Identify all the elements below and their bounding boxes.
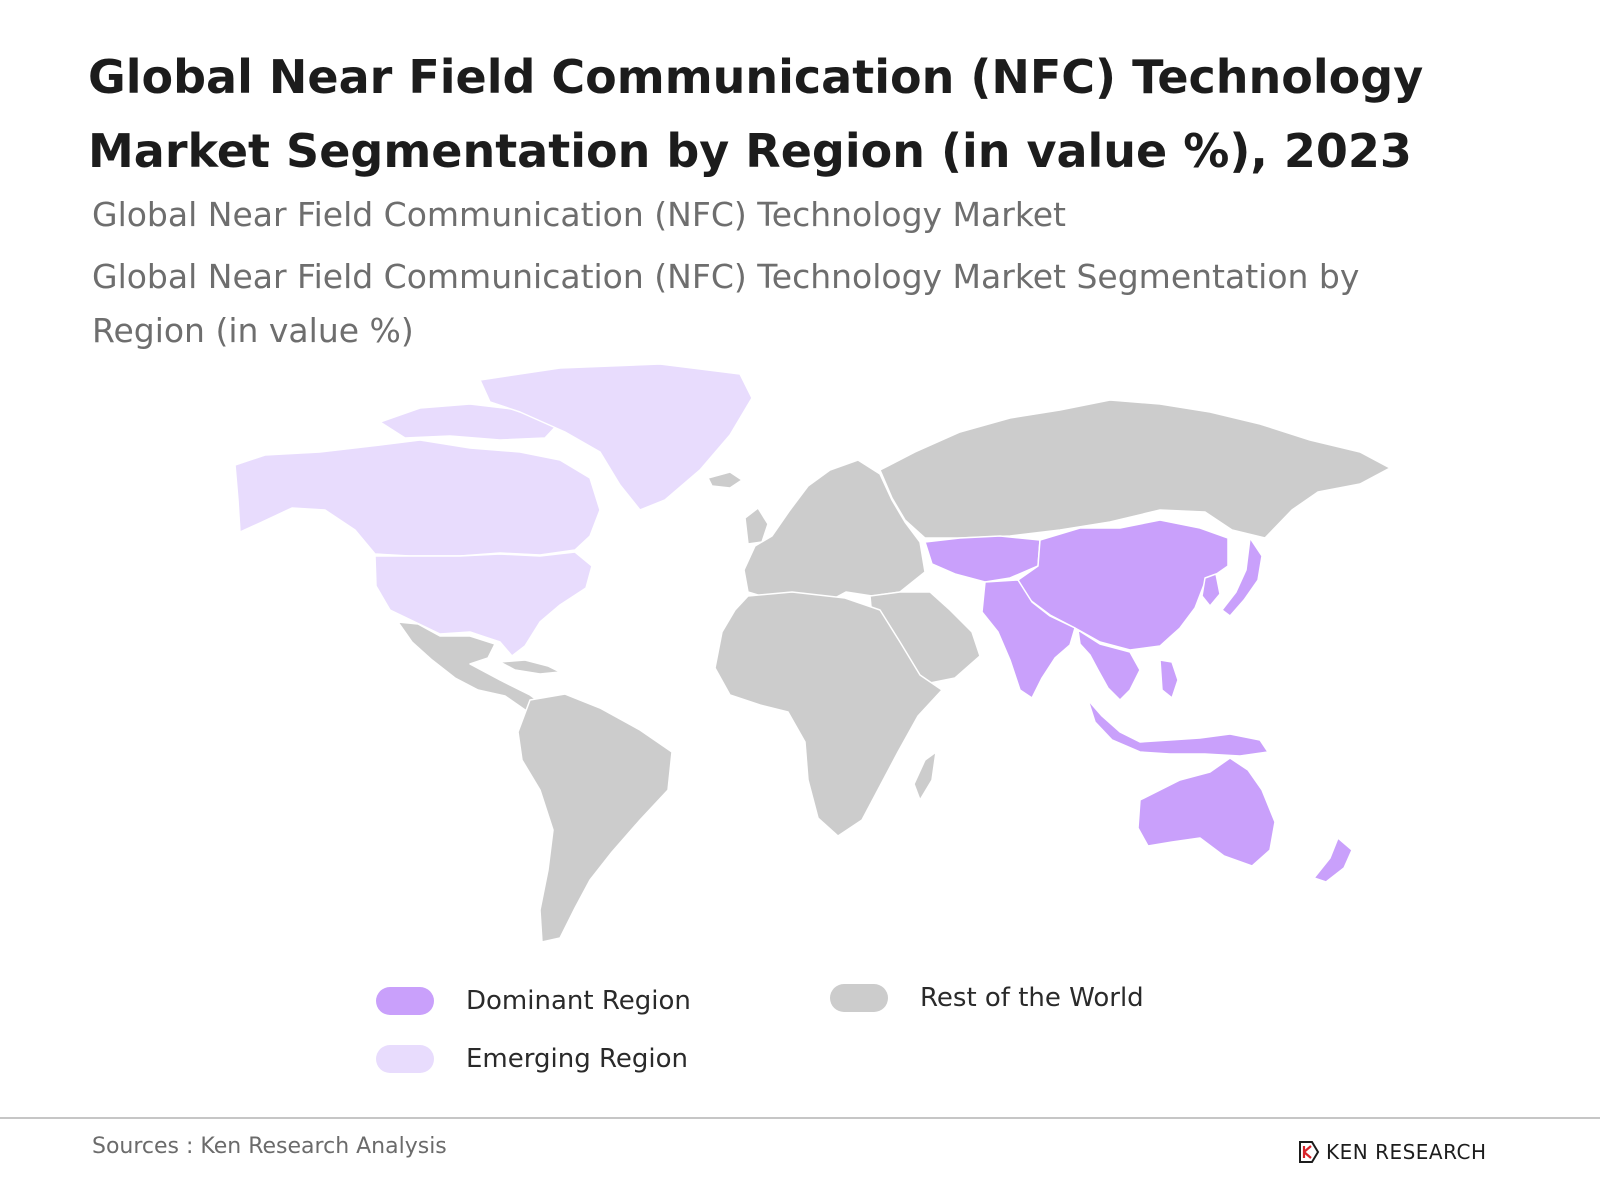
legend-label-emerging: Emerging Region — [466, 1044, 688, 1074]
legend-item-dominant: Dominant Region — [376, 986, 691, 1016]
region-india — [981, 579, 1076, 699]
legend-item-emerging: Emerging Region — [376, 1044, 688, 1074]
legend-swatch-emerging — [376, 1045, 434, 1073]
region-central-asia — [924, 535, 1041, 583]
world-map — [234, 363, 1391, 943]
region-philippines — [1159, 659, 1179, 699]
region-greenland — [479, 363, 753, 511]
legend-swatch-rest-of-world — [830, 984, 888, 1012]
chart-title: Global Near Field Communication (NFC) Te… — [88, 50, 1424, 178]
region-united-states — [374, 551, 593, 657]
region-iceland — [707, 471, 743, 489]
region-southeast-asia — [1077, 629, 1141, 701]
brand-name: KEN RESEARCH — [1326, 1140, 1487, 1164]
legend-item-rest-of-world: Rest of the World — [830, 983, 1144, 1013]
legend-label-dominant: Dominant Region — [466, 986, 691, 1016]
legend-label-rest-of-world: Rest of the World — [920, 983, 1144, 1013]
ken-research-logo-icon — [1299, 1141, 1320, 1163]
brand-logo: KEN RESEARCH — [1298, 1140, 1487, 1164]
region-japan — [1221, 537, 1263, 617]
region-africa — [714, 591, 943, 837]
legend-swatch-dominant — [376, 987, 434, 1015]
chart-subtitle: Global Near Field Communication (NFC) Te… — [92, 195, 1066, 234]
region-russia-north-asia — [879, 399, 1391, 539]
region-uk-ireland — [744, 507, 769, 545]
region-korea — [1201, 573, 1221, 607]
region-arctic-islands — [379, 403, 561, 441]
region-australia — [1137, 757, 1276, 867]
region-madagascar — [913, 751, 937, 801]
region-south-america — [517, 693, 673, 943]
source-note: Sources : Ken Research Analysis — [92, 1134, 447, 1159]
region-new-zealand — [1313, 837, 1353, 883]
region-indonesia — [1087, 699, 1269, 757]
chart-subtitle-segmentation: Global Near Field Communication (NFC) Te… — [92, 257, 1360, 350]
footer-divider — [0, 1117, 1600, 1119]
region-canada — [234, 439, 601, 557]
region-caribbean — [499, 659, 561, 675]
region-mexico-central-america — [397, 621, 549, 713]
